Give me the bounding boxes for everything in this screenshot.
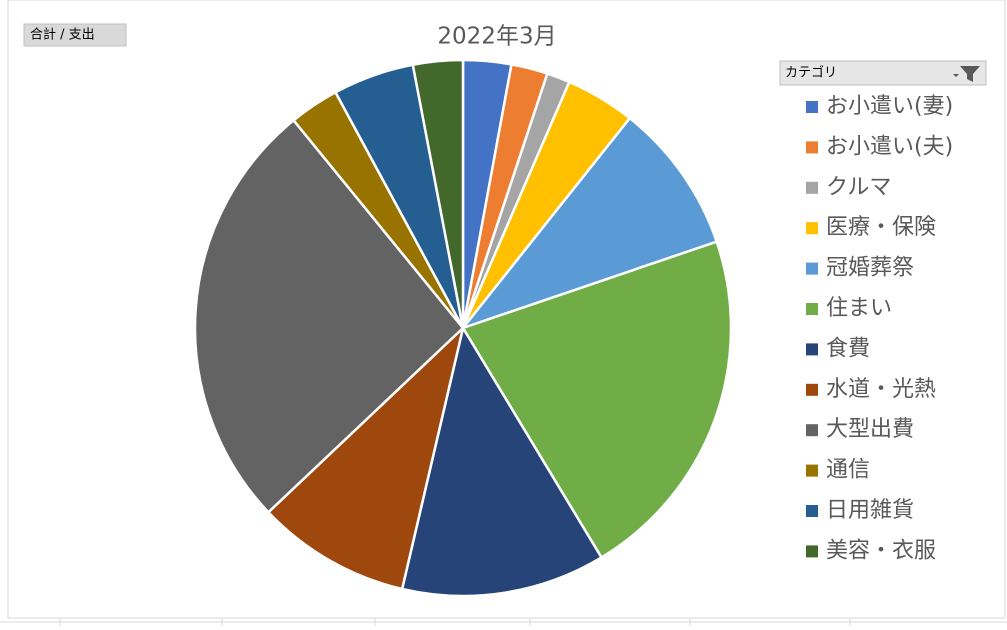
- legend-label: 美容・衣服: [826, 538, 936, 563]
- legend-label: 水道・光熱: [826, 377, 936, 402]
- pie-slice: [459, 116, 719, 331]
- legend-label: クルマ: [826, 175, 891, 200]
- legend-swatch: [806, 303, 818, 315]
- pie-slice: [461, 240, 733, 560]
- legend-swatch: [806, 383, 818, 396]
- field-button[interactable]: [23, 23, 127, 47]
- legend-label: 医療・保険: [826, 215, 936, 240]
- legend-swatch: [806, 101, 818, 113]
- legend-swatch: [806, 262, 818, 275]
- legend-swatch: [806, 505, 818, 517]
- sheet-grid: [0, 618, 1007, 626]
- legend-label: 大型出費: [826, 417, 914, 442]
- legend-label: 食費: [826, 336, 870, 361]
- chart-title: 2022年3月: [437, 24, 556, 50]
- legend-swatch: [806, 424, 818, 437]
- legend-label: 住まい: [826, 296, 892, 321]
- legend-label: お小遣い(夫): [826, 134, 953, 159]
- legend-swatch: [806, 222, 818, 235]
- pie-slice: [411, 58, 465, 329]
- legend-label: 冠婚葬祭: [826, 256, 914, 281]
- legend-swatch: [806, 181, 818, 194]
- pie-slice: [400, 324, 604, 598]
- dropdown-icon: [953, 74, 959, 77]
- pie-slice: [266, 324, 466, 591]
- legend-label: お小遣い(妻): [826, 94, 953, 119]
- legend-swatch: [806, 464, 818, 477]
- legend-label: 通信: [826, 458, 870, 483]
- legend-swatch: [806, 343, 818, 356]
- pie-slice: [193, 118, 465, 514]
- legend-swatch: [806, 141, 818, 154]
- legend-swatch: [806, 545, 818, 558]
- legend-title: カテゴリ: [785, 65, 837, 81]
- filter-icon: [960, 66, 980, 82]
- field-button-label: 合計 / 支出: [30, 27, 95, 43]
- legend-filter-button[interactable]: [779, 60, 987, 86]
- legend-label: 日用雑貨: [826, 498, 914, 523]
